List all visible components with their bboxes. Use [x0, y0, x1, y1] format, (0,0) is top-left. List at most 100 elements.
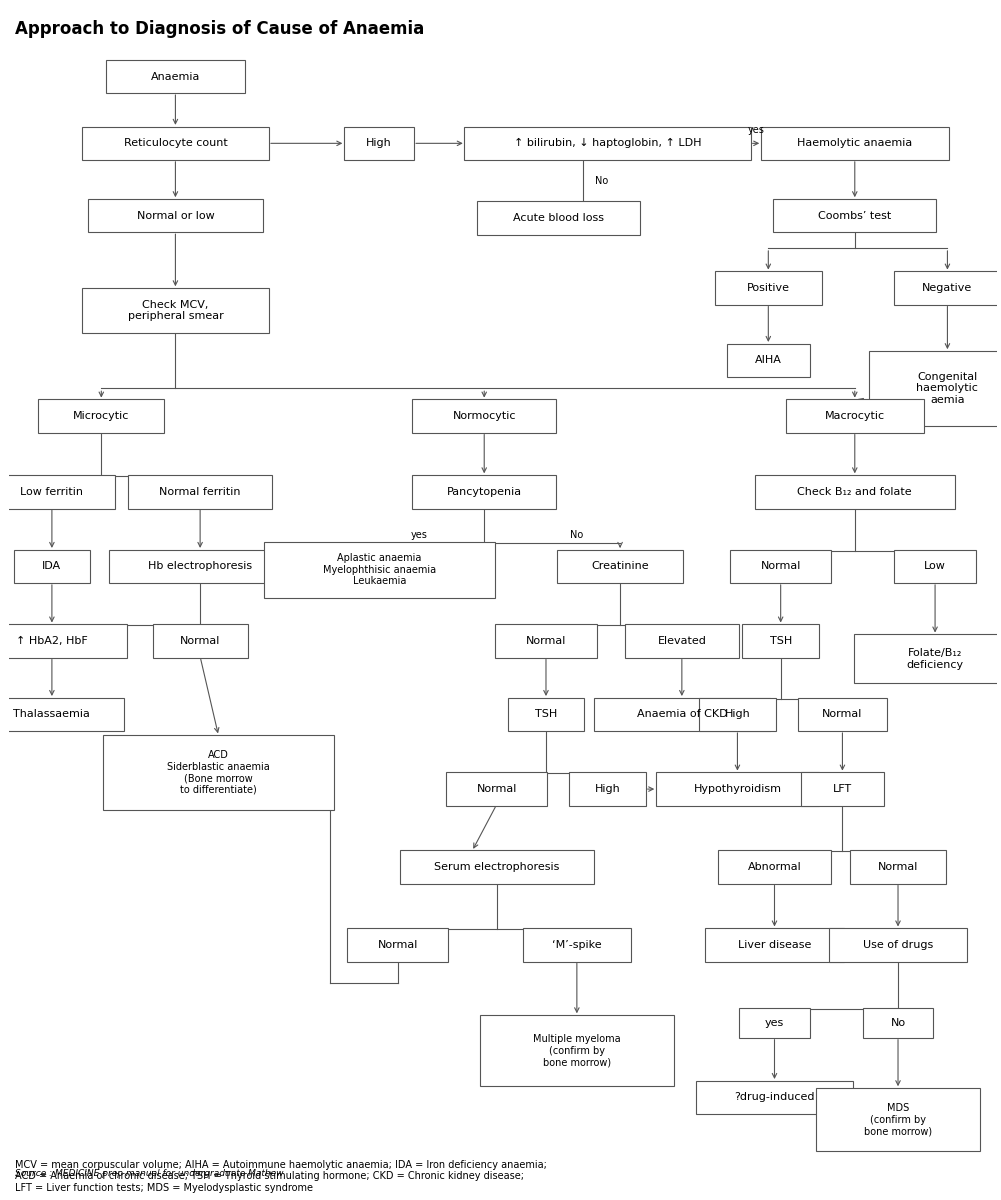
- FancyBboxPatch shape: [38, 400, 164, 433]
- Text: Use of drugs: Use of drugs: [863, 940, 933, 950]
- Text: Source : MEDICINE prep manual for undergraduate Mathew: Source : MEDICINE prep manual for underg…: [15, 1169, 283, 1177]
- Text: ‘M’-spike: ‘M’-spike: [552, 940, 602, 950]
- FancyBboxPatch shape: [558, 550, 683, 583]
- Text: Coombs’ test: Coombs’ test: [818, 211, 892, 221]
- FancyBboxPatch shape: [743, 624, 819, 658]
- Text: High: High: [366, 138, 392, 149]
- FancyBboxPatch shape: [854, 635, 1001, 683]
- Text: Reticulocyte count: Reticulocyte count: [123, 138, 227, 149]
- Text: Check MCV,
peripheral smear: Check MCV, peripheral smear: [127, 300, 223, 322]
- FancyBboxPatch shape: [706, 929, 844, 961]
- Text: ↑ HbA2, HbF: ↑ HbA2, HbF: [16, 636, 88, 646]
- FancyBboxPatch shape: [727, 343, 810, 377]
- FancyBboxPatch shape: [508, 697, 585, 731]
- FancyBboxPatch shape: [801, 773, 884, 805]
- Text: Hypothyroidism: Hypothyroidism: [694, 784, 782, 794]
- Text: Normal: Normal: [180, 636, 220, 646]
- Text: IDA: IDA: [42, 562, 61, 571]
- FancyBboxPatch shape: [863, 1008, 933, 1038]
- Text: Normal or low: Normal or low: [136, 211, 214, 221]
- Text: Anaemia of CKD: Anaemia of CKD: [637, 709, 727, 720]
- Text: LFT: LFT: [833, 784, 852, 794]
- Text: MCV = mean corpuscular volume; AIHA = Autoimmune haemolytic anaemia; IDA = Iron : MCV = mean corpuscular volume; AIHA = Au…: [15, 1160, 547, 1193]
- FancyBboxPatch shape: [344, 127, 414, 160]
- Text: Aplastic anaemia
Myelophthisic anaemia
Leukaemia: Aplastic anaemia Myelophthisic anaemia L…: [322, 553, 435, 587]
- Text: Microcytic: Microcytic: [73, 412, 129, 421]
- FancyBboxPatch shape: [829, 929, 967, 961]
- FancyBboxPatch shape: [773, 199, 936, 233]
- Text: Check B₁₂ and folate: Check B₁₂ and folate: [798, 487, 912, 497]
- FancyBboxPatch shape: [718, 851, 831, 883]
- Text: yes: yes: [411, 530, 427, 540]
- Text: Positive: Positive: [747, 283, 790, 293]
- FancyBboxPatch shape: [464, 127, 751, 160]
- FancyBboxPatch shape: [479, 1015, 674, 1086]
- FancyBboxPatch shape: [88, 199, 263, 233]
- Text: No: No: [571, 530, 584, 540]
- Text: Normal: Normal: [878, 862, 918, 872]
- Text: ACD
Siderblastic anaemia
(Bone morrow
to differentiate): ACD Siderblastic anaemia (Bone morrow to…: [167, 750, 270, 794]
- FancyBboxPatch shape: [595, 697, 770, 731]
- Text: Abnormal: Abnormal: [748, 862, 802, 872]
- FancyBboxPatch shape: [894, 271, 1001, 305]
- Text: Thalassaemia: Thalassaemia: [13, 709, 90, 720]
- Text: Normal ferritin: Normal ferritin: [159, 487, 241, 497]
- FancyBboxPatch shape: [699, 697, 776, 731]
- FancyBboxPatch shape: [715, 271, 822, 305]
- FancyBboxPatch shape: [869, 350, 1001, 426]
- FancyBboxPatch shape: [625, 624, 739, 658]
- Text: Elevated: Elevated: [658, 636, 707, 646]
- Text: Normal: Normal: [476, 784, 517, 794]
- FancyBboxPatch shape: [730, 550, 831, 583]
- Text: Normal: Normal: [822, 709, 863, 720]
- Text: Acute blood loss: Acute blood loss: [513, 212, 604, 223]
- Text: Anaemia: Anaemia: [151, 72, 200, 82]
- Text: Congenital
haemolytic
aemia: Congenital haemolytic aemia: [917, 372, 978, 404]
- Text: ?drug-induced: ?drug-induced: [735, 1092, 815, 1103]
- Text: Serum electrophoresis: Serum electrophoresis: [433, 862, 560, 872]
- Text: TSH: TSH: [770, 636, 792, 646]
- Text: Haemolytic anaemia: Haemolytic anaemia: [797, 138, 912, 149]
- Text: Normocytic: Normocytic: [452, 412, 516, 421]
- FancyBboxPatch shape: [0, 624, 127, 658]
- FancyBboxPatch shape: [755, 475, 955, 509]
- FancyBboxPatch shape: [445, 773, 548, 805]
- Text: Creatinine: Creatinine: [592, 562, 649, 571]
- Text: Normal: Normal: [377, 940, 418, 950]
- Text: AIHA: AIHA: [755, 355, 782, 366]
- FancyBboxPatch shape: [894, 550, 976, 583]
- Text: Normal: Normal: [526, 636, 567, 646]
- FancyBboxPatch shape: [570, 773, 646, 805]
- Text: Multiple myeloma
(confirm by
bone morrow): Multiple myeloma (confirm by bone morrow…: [534, 1034, 621, 1067]
- FancyBboxPatch shape: [786, 400, 924, 433]
- FancyBboxPatch shape: [103, 736, 334, 810]
- Text: High: High: [595, 784, 621, 794]
- Text: No: No: [596, 175, 609, 186]
- FancyBboxPatch shape: [0, 475, 115, 509]
- FancyBboxPatch shape: [798, 697, 887, 731]
- FancyBboxPatch shape: [656, 773, 819, 805]
- FancyBboxPatch shape: [0, 697, 124, 731]
- Text: Liver disease: Liver disease: [738, 940, 811, 950]
- Text: MDS
(confirm by
bone morrow): MDS (confirm by bone morrow): [864, 1103, 932, 1136]
- FancyBboxPatch shape: [851, 851, 946, 883]
- Text: yes: yes: [765, 1018, 784, 1028]
- Text: TSH: TSH: [535, 709, 558, 720]
- FancyBboxPatch shape: [14, 550, 90, 583]
- FancyBboxPatch shape: [106, 60, 244, 94]
- FancyBboxPatch shape: [740, 1008, 810, 1038]
- FancyBboxPatch shape: [128, 475, 272, 509]
- FancyBboxPatch shape: [761, 127, 949, 160]
- Text: Normal: Normal: [761, 562, 801, 571]
- Text: No: No: [891, 1018, 906, 1028]
- Text: Approach to Diagnosis of Cause of Anaemia: Approach to Diagnosis of Cause of Anaemi…: [15, 19, 424, 37]
- FancyBboxPatch shape: [524, 929, 631, 961]
- FancyBboxPatch shape: [152, 624, 247, 658]
- Text: Hb electrophoresis: Hb electrophoresis: [148, 562, 252, 571]
- Text: Negative: Negative: [922, 283, 973, 293]
- Text: Folate/B₁₂
deficiency: Folate/B₁₂ deficiency: [907, 648, 964, 670]
- Text: High: High: [725, 709, 751, 720]
- Text: Macrocytic: Macrocytic: [825, 412, 885, 421]
- FancyBboxPatch shape: [81, 288, 269, 332]
- Text: Low: Low: [924, 562, 946, 571]
